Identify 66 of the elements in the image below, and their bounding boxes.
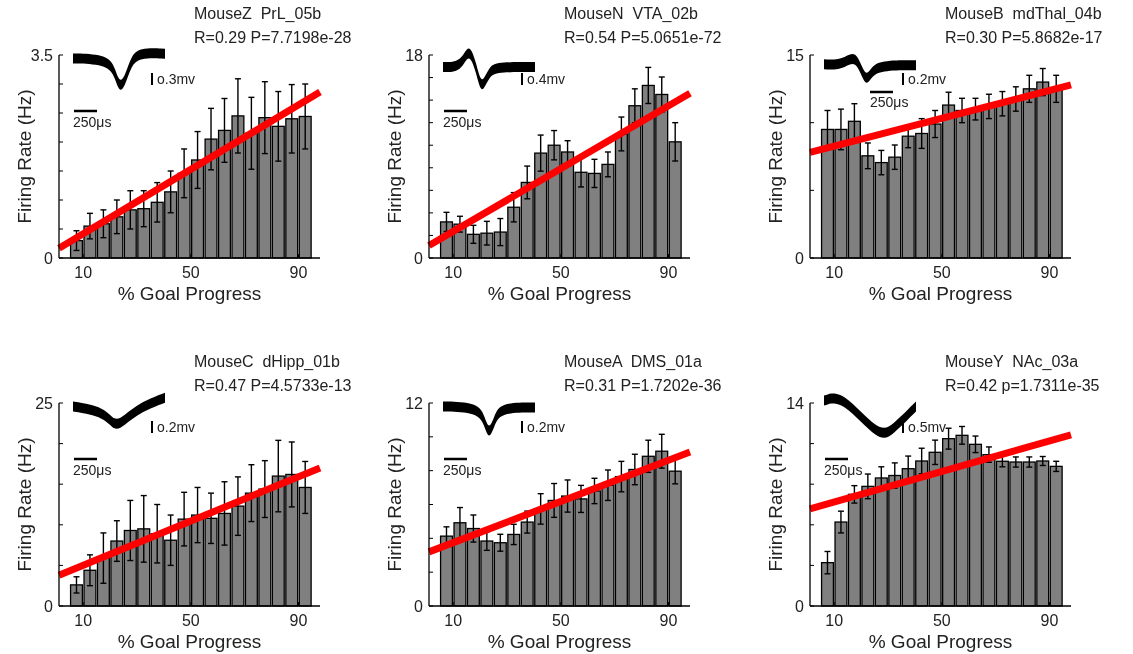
y-tick-label: 15 [786,46,805,64]
y-tick-label: 0 [795,597,805,615]
y-axis-title: Firing Rate (Hz) [384,89,405,224]
chart-title: MouseB mdThal_04b [945,5,1102,23]
x-tick-label: 90 [289,264,308,281]
x-tick-label: 10 [444,612,463,629]
y-tick-label: 3.5 [30,46,54,64]
y-axis-title: Firing Rate (Hz) [14,89,35,224]
x-axis-title: % Goal Progress [487,283,632,304]
x-axis-title: % Goal Progress [117,283,262,304]
y-axis-title: Firing Rate (Hz) [384,437,405,572]
y-tick-label: 18 [405,46,424,64]
y-axis-title: Firing Rate (Hz) [765,89,786,224]
x-tick-label: 10 [74,264,93,281]
y-tick-label: 25 [35,394,54,412]
annotation: 250μs [443,114,482,130]
chart-title: MouseA DMS_01a [564,353,702,371]
chart-subtitle: R=0.42 p=1.7311e-35 [945,377,1100,394]
x-tick-label: 90 [1040,612,1059,629]
y-axis-title: Firing Rate (Hz) [14,437,35,572]
chart-title: MouseZ PrL_05b [194,5,322,23]
annotation: o.3mv [157,71,196,87]
y-tick-label: 0 [44,597,54,615]
chart-title: MouseN VTA_02b [564,5,699,23]
annotation: o.2mv [527,419,566,435]
x-tick-label: 50 [551,264,570,281]
y-tick-label: 0 [414,597,424,615]
x-tick-label: 50 [181,264,200,281]
x-tick-label: 50 [932,264,951,281]
x-tick-label: 10 [825,612,844,629]
y-tick-label: 14 [786,394,805,412]
annotation: 250μs [824,462,863,478]
annotation: 250μs [73,114,112,130]
chart-title: MouseC dHipp_01b [194,353,340,371]
chart-subtitle: R=0.47 P=4.5733e-13 [194,377,352,394]
x-tick-label: 90 [1040,264,1059,281]
y-tick-label: 0 [414,249,424,267]
x-tick-label: 90 [289,612,308,629]
annotation: o.4mv [527,71,566,87]
y-axis-title: Firing Rate (Hz) [765,437,786,572]
chart-subtitle: R=0.29 P=7.7198e-28 [194,29,352,46]
chart-subtitle: R=0.30 P=5.8682e-17 [945,29,1103,46]
x-tick-label: 50 [181,612,200,629]
annotation: 250μs [870,94,909,110]
chart-subtitle: R=0.31 P=1.7202e-36 [564,377,722,394]
x-axis-title: % Goal Progress [868,631,1013,652]
x-axis-title: % Goal Progress [117,631,262,652]
x-axis-title: % Goal Progress [868,283,1013,304]
x-axis-title: % Goal Progress [487,631,632,652]
annotation: o.2mv [908,71,947,87]
y-tick-label: 0 [44,249,54,267]
x-tick-label: 90 [659,612,678,629]
chart-subtitle: R=0.54 P=5.0651e-72 [564,29,722,46]
annotation: o.2mv [157,419,196,435]
x-tick-label: 90 [659,264,678,281]
x-tick-label: 50 [932,612,951,629]
x-tick-label: 10 [444,264,463,281]
annotation: 250μs [443,462,482,478]
chart-title: MouseY NAc_03a [945,353,1079,371]
x-tick-label: 10 [74,612,93,629]
y-tick-label: 12 [405,394,424,412]
x-tick-label: 10 [825,264,844,281]
x-tick-label: 50 [551,612,570,629]
y-tick-label: 0 [795,249,805,267]
annotation: o.5mv [908,419,947,435]
annotation: 250μs [73,462,112,478]
